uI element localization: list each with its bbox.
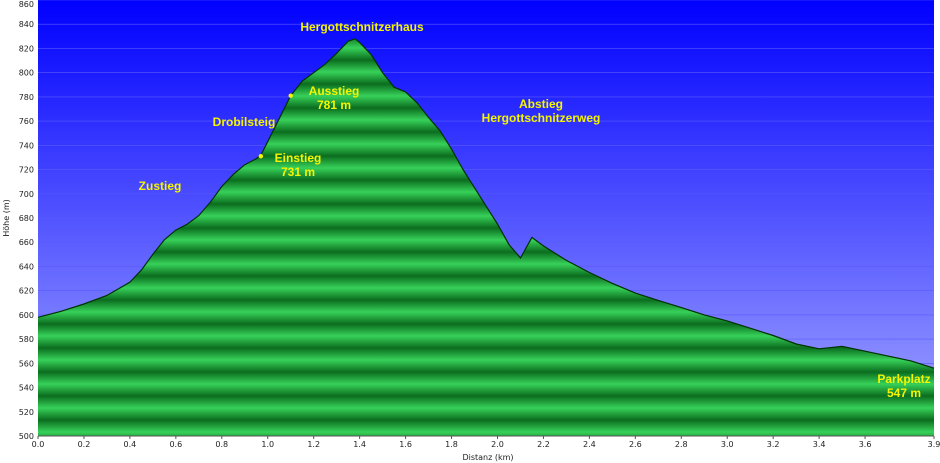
x-tick-label: 1.8 — [445, 440, 458, 449]
marker-ausstieg — [288, 93, 293, 98]
x-tick-label: 2.6 — [629, 440, 642, 449]
label-einstieg-elevation: 731 m — [281, 165, 315, 179]
label-zustieg: Zustieg — [139, 179, 182, 193]
y-tick-label: 560 — [19, 359, 34, 368]
y-tick-label: 800 — [19, 69, 34, 78]
label-ausstieg-elevation: 781 m — [317, 98, 351, 112]
elevation-line — [37, 38, 935, 369]
x-tick-label: 3.4 — [813, 440, 826, 449]
x-tick-label: 1.0 — [261, 440, 274, 449]
x-tick-label: 1.2 — [307, 440, 320, 449]
elevation-area — [38, 38, 934, 437]
y-tick-label: 840 — [19, 20, 34, 29]
x-axis-title: Distanz (km) — [462, 453, 513, 462]
y-tick-label: 860 — [19, 0, 34, 9]
x-tick-label: 0.6 — [169, 440, 182, 449]
x-tick-label: 2.4 — [583, 440, 596, 449]
label-parkplatz: Parkplatz — [877, 372, 930, 386]
label-abstieg-weg: Hergottschnitzerweg — [482, 111, 601, 125]
y-tick-label: 700 — [19, 190, 34, 199]
y-tick-label: 660 — [19, 238, 34, 247]
marker-einstieg — [258, 154, 264, 159]
label-einstieg: Einstieg — [275, 151, 322, 165]
x-tick-label: 3.0 — [721, 440, 734, 449]
x-tick-label: 3.9 — [928, 440, 940, 449]
y-tick-label: 740 — [19, 141, 34, 150]
x-tick-label: 2.0 — [491, 440, 504, 449]
x-tick-label: 2.8 — [675, 440, 688, 449]
y-tick-label: 540 — [19, 384, 34, 393]
x-tick-labels: 0.0 0.2 0.4 0.6 0.8 1.0 1.2 1.4 1.6 1.8 2.0 2.2 2.4 2… — [32, 436, 940, 449]
x-tick-label: 0.2 — [78, 440, 91, 449]
label-abstieg: Abstieg — [519, 97, 563, 111]
x-tick-label: 0.4 — [124, 440, 137, 449]
label-hergottschnitzerhaus: Hergottschnitzerhaus — [300, 20, 424, 34]
y-tick-label: 640 — [19, 262, 34, 271]
x-tick-label: 0.8 — [215, 440, 228, 449]
x-tick-label: 3.6 — [859, 440, 872, 449]
y-tick-labels: 500 520 540 560 580 600 620 640 660 680 700 720 740 7… — [19, 0, 34, 441]
y-axis-title: Höhe (m) — [2, 199, 11, 236]
x-tick-label: 3.2 — [767, 440, 780, 449]
waypoint-markers — [258, 93, 293, 159]
y-tick-label: 760 — [19, 117, 34, 126]
y-tick-label: 620 — [19, 287, 34, 296]
y-tick-label: 720 — [19, 166, 34, 175]
label-ausstieg: Ausstieg — [309, 84, 360, 98]
x-tick-label: 0.0 — [32, 440, 45, 449]
y-tick-label: 820 — [19, 44, 34, 53]
x-tick-label: 1.4 — [353, 440, 366, 449]
label-drobilsteig: Drobilsteig — [213, 115, 276, 129]
y-tick-label: 680 — [19, 214, 34, 223]
x-tick-label: 2.2 — [537, 440, 550, 449]
y-tick-label: 580 — [19, 335, 34, 344]
y-tick-label: 780 — [19, 93, 34, 102]
x-tick-label: 1.6 — [399, 440, 412, 449]
y-tick-label: 500 — [19, 432, 34, 441]
y-tick-label: 520 — [19, 408, 34, 417]
y-tick-label: 600 — [19, 311, 34, 320]
label-parkplatz-elevation: 547 m — [887, 386, 921, 400]
